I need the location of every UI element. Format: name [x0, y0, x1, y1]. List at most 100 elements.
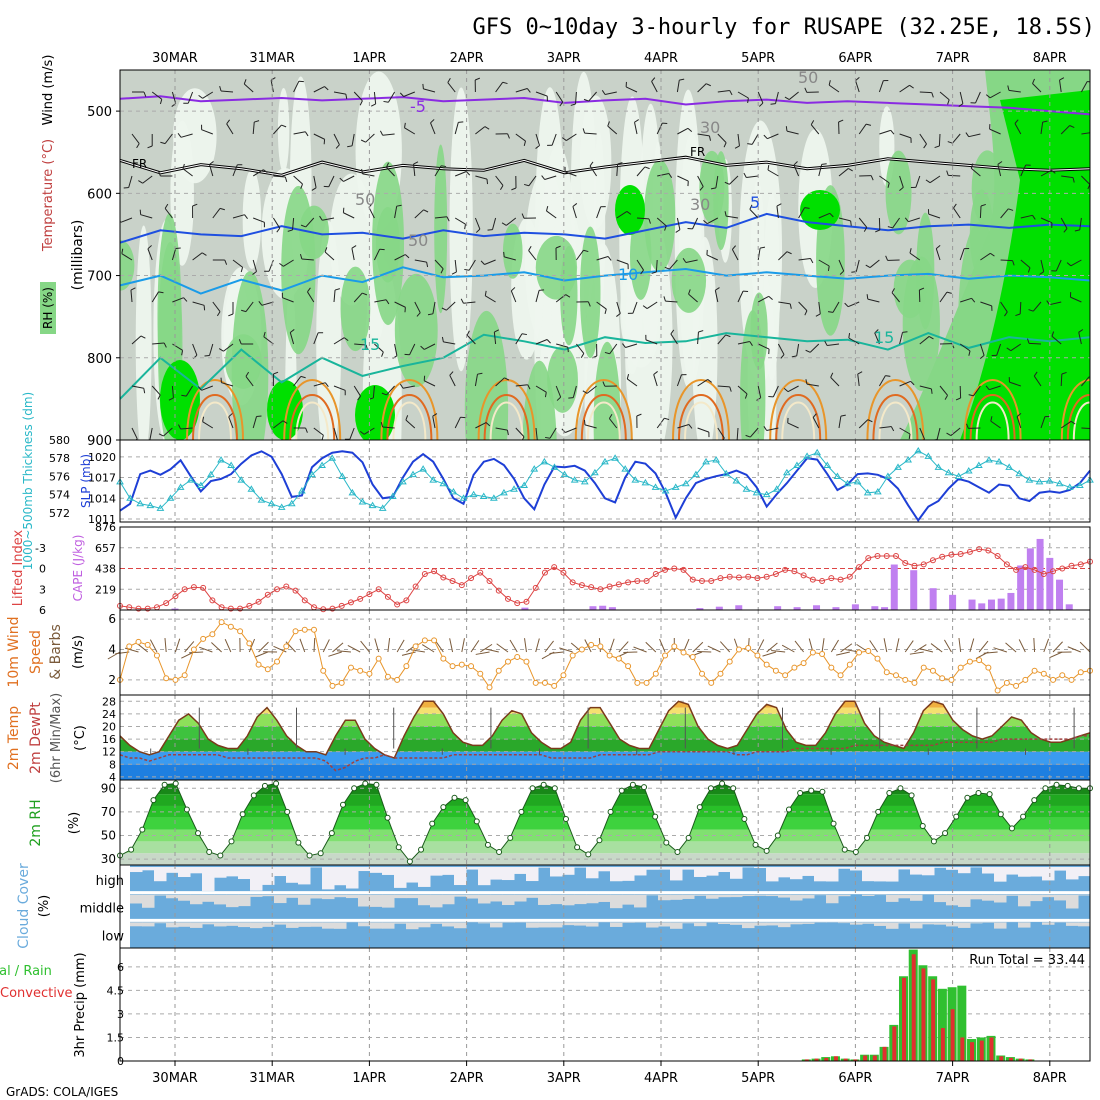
wind-barb: [413, 164, 416, 177]
wind-barb-flag: [541, 175, 546, 180]
wind-barb: [414, 209, 424, 219]
wind-speed-marker: [126, 643, 133, 650]
wind-barb: [1060, 420, 1072, 429]
wind-barb: [424, 343, 436, 350]
temp-body: [120, 695, 1090, 780]
cloud-gap: [778, 922, 791, 928]
wind-barb: [950, 427, 961, 436]
surface-wind-barb: [273, 645, 287, 653]
wind-barb: [1055, 259, 1062, 272]
wind-barb: [757, 295, 770, 303]
lifted-index-marker: [190, 584, 197, 591]
thickness-tick-label: 580: [49, 434, 70, 447]
wind-speed-marker: [1013, 682, 1020, 689]
wind-barb-flag: [971, 297, 976, 303]
cape-bar: [774, 606, 782, 610]
wind-barb-flag: [177, 133, 182, 138]
lifted-index-marker: [1050, 568, 1057, 575]
thickness-marker: [227, 461, 236, 469]
wind-barb: [485, 295, 496, 303]
cloud-gap: [550, 894, 563, 905]
lifted-index-marker: [578, 582, 585, 589]
wind-barb-flag: [734, 145, 740, 149]
cloud-gap: [1054, 894, 1067, 901]
wind-barb-flag: [1093, 132, 1095, 136]
wind-barb-flag: [909, 84, 914, 89]
warm-isotherm-arch: [192, 394, 238, 440]
surface-wind-barb: [1043, 638, 1050, 653]
cloud-gap: [754, 894, 767, 896]
thickness-marker: [843, 479, 852, 487]
wind-barb: [351, 133, 355, 146]
cloud-gap: [766, 922, 779, 926]
wind-barb: [140, 214, 153, 219]
lifted-index-marker: [809, 576, 816, 583]
cloud-gap: [682, 894, 695, 899]
surface-wind-barb: [692, 641, 704, 653]
cloud-gap: [382, 894, 395, 908]
cloud-gap: [682, 922, 695, 924]
wind-speed-marker: [301, 626, 308, 633]
wind-barb: [546, 210, 557, 219]
rh-marker: [473, 818, 480, 825]
panel-frame: [119, 947, 1091, 1062]
thickness-marker: [580, 477, 589, 485]
wind-barb-flag: [857, 371, 863, 375]
wind-barb: [301, 258, 314, 261]
wind-barb: [201, 385, 213, 391]
wind-barb-flag: [1028, 309, 1034, 312]
cloud-gap: [202, 894, 215, 902]
cloud-gap: [610, 922, 623, 927]
precip-convective-bar: [940, 1028, 945, 1061]
wind-barb: [997, 164, 1002, 177]
surface-wind-barb: [919, 648, 934, 653]
wind-barb-flag: [955, 397, 961, 401]
lifted-index-marker: [680, 566, 687, 573]
precip-convective-bar: [814, 1058, 819, 1061]
thickness-marker: [479, 492, 488, 499]
chart-title: GFS 0~10day 3-hourly for RUSAPE (32.25E,…: [472, 15, 1095, 40]
wind-barb: [409, 343, 416, 356]
wind-barb: [938, 133, 941, 147]
wind-barb: [767, 133, 779, 140]
wind-barb-flag: [416, 312, 421, 317]
wind-barb-flag: [604, 308, 607, 315]
footer-credit: GrADS: COLA/IGES: [6, 1085, 118, 1099]
wind-barb: [798, 258, 811, 261]
wind-barb-flag: [404, 254, 410, 259]
wind-barb: [164, 208, 173, 219]
wind-barb-flag: [990, 252, 995, 257]
slp-tick-label: 1011: [88, 513, 116, 526]
wind-barb-flag: [703, 219, 708, 225]
precip-convective-bar: [853, 1059, 858, 1061]
wind-tick-label: 2: [108, 673, 116, 687]
rh-marker: [875, 808, 882, 815]
cloud-gap: [826, 894, 839, 904]
wind-barb-flag: [626, 373, 630, 380]
cloud-gap: [550, 867, 563, 877]
precip-convective-bar: [979, 1040, 984, 1061]
lifted-index-marker: [782, 566, 789, 573]
rh-marker: [696, 804, 703, 811]
wind-barb-flag: [258, 301, 263, 306]
lifted-index-marker: [1040, 571, 1047, 578]
temp-band: [120, 751, 1090, 765]
precip-convective-bar: [863, 1055, 868, 1061]
wind-barb-flag: [556, 396, 562, 401]
wind-barb-flag: [451, 271, 457, 275]
lifted-index-marker: [634, 577, 641, 584]
surface-wind-barb: [535, 638, 540, 653]
wind-barb: [1010, 343, 1022, 352]
cloud-gap: [670, 922, 683, 929]
precip-convective-bar: [960, 1037, 965, 1061]
wind-barb-flag: [793, 161, 798, 166]
wind-barb-flag: [651, 77, 656, 82]
rh-saturated-blob: [1010, 210, 1070, 390]
wind-speed-marker: [671, 643, 678, 650]
wind-barb-flag: [928, 336, 934, 340]
cloud-gap: [718, 894, 731, 898]
wind-speed-marker: [726, 658, 733, 665]
wind-barb-flag: [130, 287, 136, 291]
cloud-gap: [202, 922, 215, 925]
wind-speed-marker: [440, 655, 447, 662]
